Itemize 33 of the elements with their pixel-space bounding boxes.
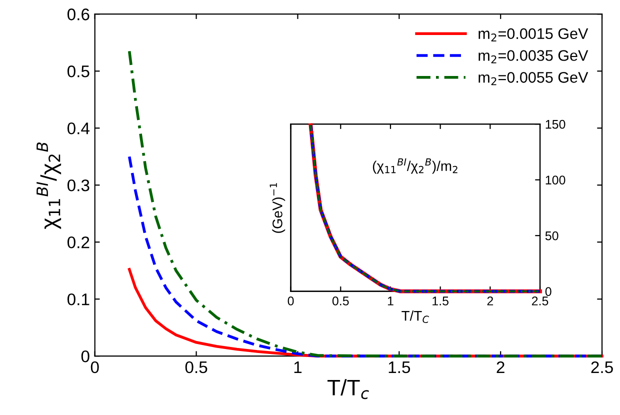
y-tick-label: 0 <box>81 350 90 362</box>
y-tick-label: 0.6 <box>67 8 90 20</box>
line-series <box>128 50 604 358</box>
y-tick-label: 0.2 <box>67 236 90 248</box>
y-axis-title: χ$_{11}$$^{BI}$/χ$_{2}$$^{B}$ <box>36 142 62 230</box>
y-axis-title: (GeV)$^{−1}$ <box>270 183 286 233</box>
x-tick-label: 2 <box>496 361 504 374</box>
legend-label: m$_{2}$=0.0015 GeV <box>478 28 588 42</box>
y-tick-label: 0.4 <box>67 122 90 134</box>
x-tick-label: 1.5 <box>388 362 410 374</box>
x-tick-label: 2.5 <box>591 361 613 374</box>
x-tick-label: 1.5 <box>432 296 448 306</box>
y2-tick-label: 150 <box>546 120 566 129</box>
x-tick-label: 1 <box>388 296 394 306</box>
x-tick-label: 2 <box>487 296 494 306</box>
y-tick-label: 0.3 <box>67 179 90 192</box>
y-tick-label: 0.1 <box>67 293 90 306</box>
x-tick-label: 2.5 <box>532 296 548 306</box>
line-series <box>128 155 604 358</box>
y2-tick-label: 100 <box>546 176 566 184</box>
legend-label: m$_{2}$=0.0035 GeV <box>478 50 588 64</box>
legend-label: m$_{2}$=0.0055 GeV <box>478 72 588 86</box>
y2-tick-label: 0 <box>545 287 552 296</box>
x-axis-title: T/T$_{C}$ <box>402 310 430 324</box>
y-tick-label: 0.5 <box>67 66 90 78</box>
y2-tick-label: 50 <box>545 231 558 240</box>
x-tick-label: 0.5 <box>185 361 208 374</box>
x-tick-label: 0 <box>90 361 99 374</box>
x-tick-label: 0 <box>288 296 294 306</box>
annotation: (χ$_{11}$$^{BI}$/χ$_{2}$$^{B}$)/m$_{2}$ <box>372 158 458 174</box>
x-tick-label: 0.5 <box>332 296 349 306</box>
x-tick-label: 1 <box>294 362 302 374</box>
x-axis-title: T/T$_{c}$ <box>327 379 369 400</box>
